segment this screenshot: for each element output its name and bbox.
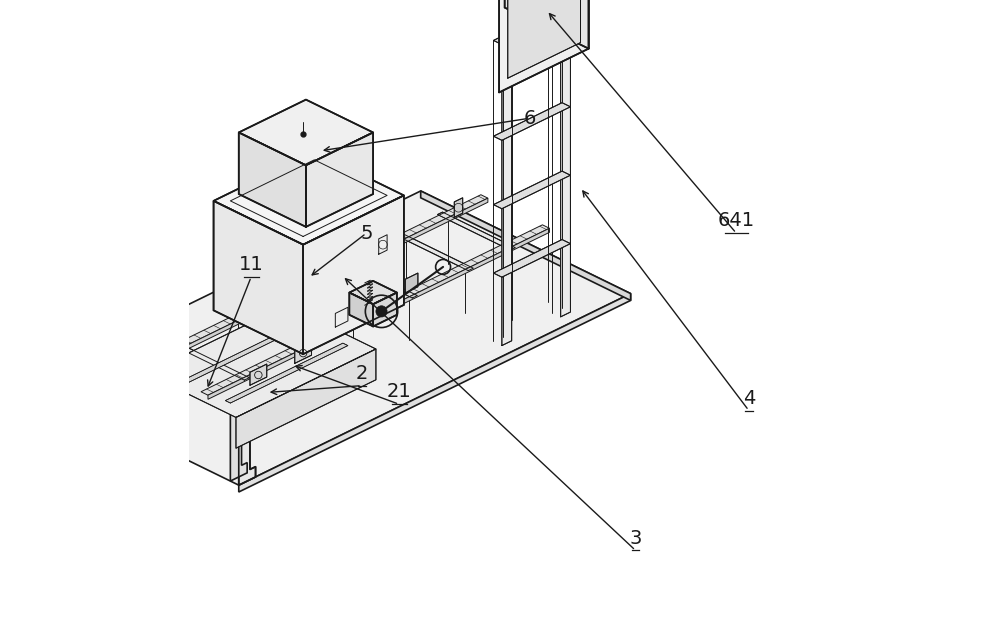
Polygon shape (373, 292, 397, 327)
Polygon shape (295, 342, 312, 363)
Polygon shape (228, 315, 305, 353)
Text: 21: 21 (387, 383, 412, 401)
Text: 3: 3 (629, 529, 642, 547)
Text: 4: 4 (743, 389, 755, 407)
Polygon shape (379, 234, 387, 254)
Polygon shape (335, 307, 348, 327)
Text: 6: 6 (524, 109, 536, 128)
Polygon shape (236, 349, 376, 448)
Polygon shape (499, 0, 589, 93)
Polygon shape (493, 239, 570, 277)
Polygon shape (201, 225, 549, 395)
Polygon shape (493, 7, 570, 45)
Polygon shape (505, 0, 589, 49)
Polygon shape (284, 287, 361, 325)
Polygon shape (29, 191, 631, 485)
Polygon shape (250, 364, 267, 385)
Polygon shape (454, 198, 463, 217)
Polygon shape (214, 201, 303, 354)
Polygon shape (225, 343, 348, 403)
Polygon shape (405, 273, 418, 293)
Polygon shape (208, 228, 549, 399)
Polygon shape (239, 132, 306, 227)
Polygon shape (502, 40, 512, 346)
Polygon shape (349, 292, 373, 327)
Polygon shape (437, 212, 515, 250)
Polygon shape (139, 195, 488, 365)
Polygon shape (146, 305, 376, 417)
Text: 11: 11 (239, 255, 264, 274)
Polygon shape (561, 11, 570, 317)
Polygon shape (239, 294, 631, 492)
Text: 2: 2 (356, 364, 368, 383)
Circle shape (376, 306, 387, 317)
Polygon shape (230, 356, 247, 481)
Polygon shape (303, 195, 404, 354)
Polygon shape (508, 0, 581, 78)
Polygon shape (183, 323, 306, 383)
Polygon shape (421, 191, 631, 300)
Polygon shape (493, 103, 570, 141)
Polygon shape (306, 132, 373, 227)
Polygon shape (396, 233, 473, 271)
Polygon shape (146, 198, 488, 369)
Polygon shape (239, 360, 256, 485)
Polygon shape (349, 281, 397, 304)
Polygon shape (239, 100, 373, 165)
Polygon shape (340, 260, 417, 298)
Text: 641: 641 (718, 211, 755, 230)
Polygon shape (493, 171, 570, 209)
Text: 5: 5 (360, 224, 373, 243)
Polygon shape (214, 152, 404, 244)
Polygon shape (172, 342, 249, 380)
